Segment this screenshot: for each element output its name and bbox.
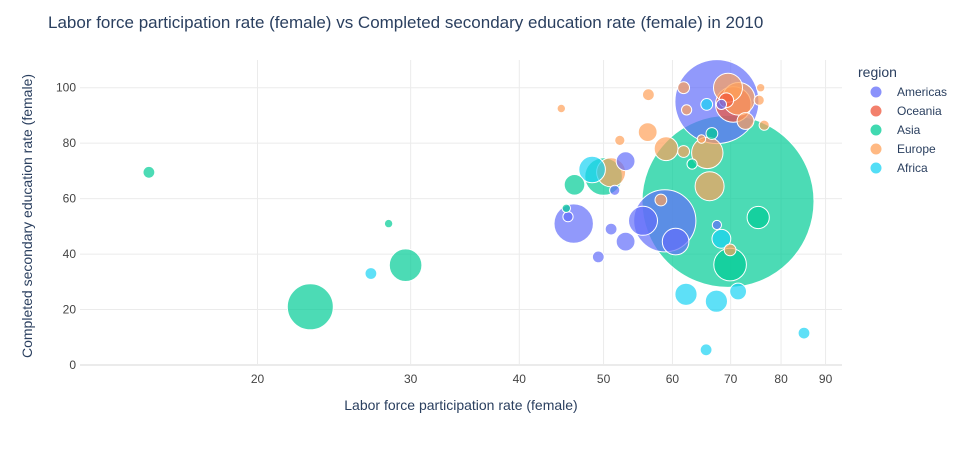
legend-marker: [869, 123, 883, 137]
bubble-asia[interactable]: Asia: (23, 21): [286, 283, 334, 331]
x-tick-label: 50: [597, 372, 611, 386]
bubble-europe[interactable]: Europe: (61.8, 100): [677, 81, 690, 95]
bubble-europe[interactable]: Europe: (56.3, 97.5): [642, 88, 655, 102]
bubble-africa[interactable]: Africa: (65.7, 94): [700, 98, 714, 111]
y-axis-title: Completed secondary education rate (fema…: [19, 74, 35, 358]
x-tick-label: 70: [724, 372, 738, 386]
bubble-americas[interactable]: Americas: (46.2, 51): [553, 203, 594, 244]
x-tick-label: 90: [819, 372, 833, 386]
bubble-americas[interactable]: Americas: (53, 73.5): [615, 151, 636, 172]
x-tick-label: 80: [774, 372, 788, 386]
legend-label: Asia: [897, 123, 921, 137]
x-tick-label: 30: [404, 372, 418, 386]
bubble-europe[interactable]: Europe: (62.3, 92): [681, 104, 693, 116]
bubble-europe[interactable]: Europe: (52.2, 81): [614, 134, 626, 146]
bubble-europe[interactable]: Europe: (72.8, 88): [736, 112, 755, 130]
bubble-europe[interactable]: Europe: (66.2, 64.5): [694, 171, 725, 202]
bubble-layer: Asia: (69.5, 59)Americas: (67.5, 95)Amer…: [142, 59, 815, 357]
bubble-europe[interactable]: Europe: (59, 78): [653, 136, 679, 162]
bubble-americas[interactable]: Americas: (51, 49): [604, 222, 618, 236]
y-tick-label: 60: [63, 192, 77, 206]
bubble-africa[interactable]: Africa: (65.6, 5.5): [699, 343, 713, 357]
bubble-americas[interactable]: Americas: (68.3, 94): [715, 98, 728, 111]
x-tick-label: 20: [251, 372, 265, 386]
x-tick-label: 40: [513, 372, 527, 386]
y-tick-label: 100: [56, 81, 76, 95]
bubble-asia[interactable]: Asia: (28.3, 51): [383, 218, 394, 229]
bubble-europe[interactable]: Europe: (69.9, 41.5): [723, 243, 737, 257]
bubble-americas[interactable]: Americas: (51.5, 63): [609, 184, 621, 196]
bubble-asia[interactable]: Asia: (15, 69.5): [142, 165, 156, 179]
bubble-americas[interactable]: Americas: (55.5, 52): [628, 205, 658, 236]
legend-item-oceania[interactable]: Oceania: [869, 104, 942, 118]
bubble-europe[interactable]: Europe: (44.7, 92.5): [556, 103, 566, 114]
legend-item-africa[interactable]: Africa: [869, 161, 928, 175]
bubble-europe[interactable]: Europe: (75.8, 100): [756, 83, 766, 93]
legend-item-europe[interactable]: Europe: [869, 142, 936, 156]
bubble-africa[interactable]: Africa: (67.4, 23): [704, 289, 729, 313]
legend-label: Europe: [897, 142, 936, 156]
bubble-asia[interactable]: Asia: (75.3, 53.2): [746, 205, 770, 230]
bubble-americas[interactable]: Americas: (45.5, 53.5): [562, 211, 574, 223]
y-tick-label: 20: [63, 303, 77, 317]
bubble-europe[interactable]: Europe: (56.2, 84): [637, 122, 658, 143]
bubble-africa[interactable]: Africa: (48.5, 70.5): [578, 155, 606, 184]
bubble-africa[interactable]: Africa: (71.4, 26.5): [729, 282, 747, 301]
y-tick-label: 80: [63, 136, 77, 150]
tick-layer: 20 30 40 50 60 70 80 90 0 20 40 60 80 100: [56, 81, 833, 386]
bubble-americas[interactable]: Americas: (60.5, 44.5): [661, 227, 690, 256]
bubble-americas[interactable]: Americas: (53, 44.5): [615, 231, 636, 252]
bubble-africa[interactable]: Africa: (27, 33): [364, 267, 378, 280]
bubble-asia[interactable]: Asia: (45.3, 56.5): [561, 203, 571, 214]
bubble-asia[interactable]: Asia: (66.6, 83.5): [705, 127, 719, 140]
bubble-europe[interactable]: Europe: (58.2, 59.5): [654, 193, 668, 207]
bubble-americas[interactable]: Americas: (49.3, 39): [591, 250, 605, 264]
bubble-asia[interactable]: Asia: (63.2, 72.5): [686, 158, 698, 170]
y-tick-label: 0: [69, 358, 76, 372]
bubble-europe[interactable]: Europe: (64.8, 81.5): [696, 134, 707, 144]
bubble-asia[interactable]: Asia: (29.6, 36): [388, 248, 423, 283]
legend-item-asia[interactable]: Asia: [869, 123, 921, 137]
bubble-europe[interactable]: Europe: (76.5, 86.5): [758, 119, 770, 131]
bubble-asia[interactable]: Asia: (46.3, 65): [563, 174, 586, 196]
y-tick-label: 40: [63, 247, 77, 261]
legend-label: Oceania: [897, 104, 942, 118]
bubble-americas[interactable]: Americas: (67.5, 50.5): [711, 219, 723, 231]
legend-title: region: [858, 64, 897, 80]
x-axis-title: Labor force participation rate (female): [344, 397, 577, 413]
chart-title: Labor force participation rate (female) …: [48, 13, 763, 32]
legend-item-americas[interactable]: Americas: [869, 85, 947, 99]
bubble-europe[interactable]: Europe: (75.5, 95.5): [753, 94, 765, 106]
bubble-africa[interactable]: Africa: (62.2, 25.5): [674, 282, 698, 306]
legend-marker: [869, 161, 883, 175]
bubble-africa[interactable]: Africa: (68.3, 45.5): [711, 228, 732, 249]
legend-label: Africa: [897, 161, 928, 175]
bubble-africa[interactable]: Africa: (85, 11.5): [797, 326, 811, 340]
legend-label: Americas: [897, 85, 947, 99]
bubble-europe[interactable]: Europe: (61.8, 77): [677, 145, 690, 158]
legend[interactable]: region Americas Oceania Asia Europe Africa: [858, 64, 947, 175]
legend-marker: [869, 142, 883, 156]
x-tick-label: 60: [666, 372, 680, 386]
legend-marker: [869, 104, 883, 118]
legend-marker: [869, 85, 883, 99]
